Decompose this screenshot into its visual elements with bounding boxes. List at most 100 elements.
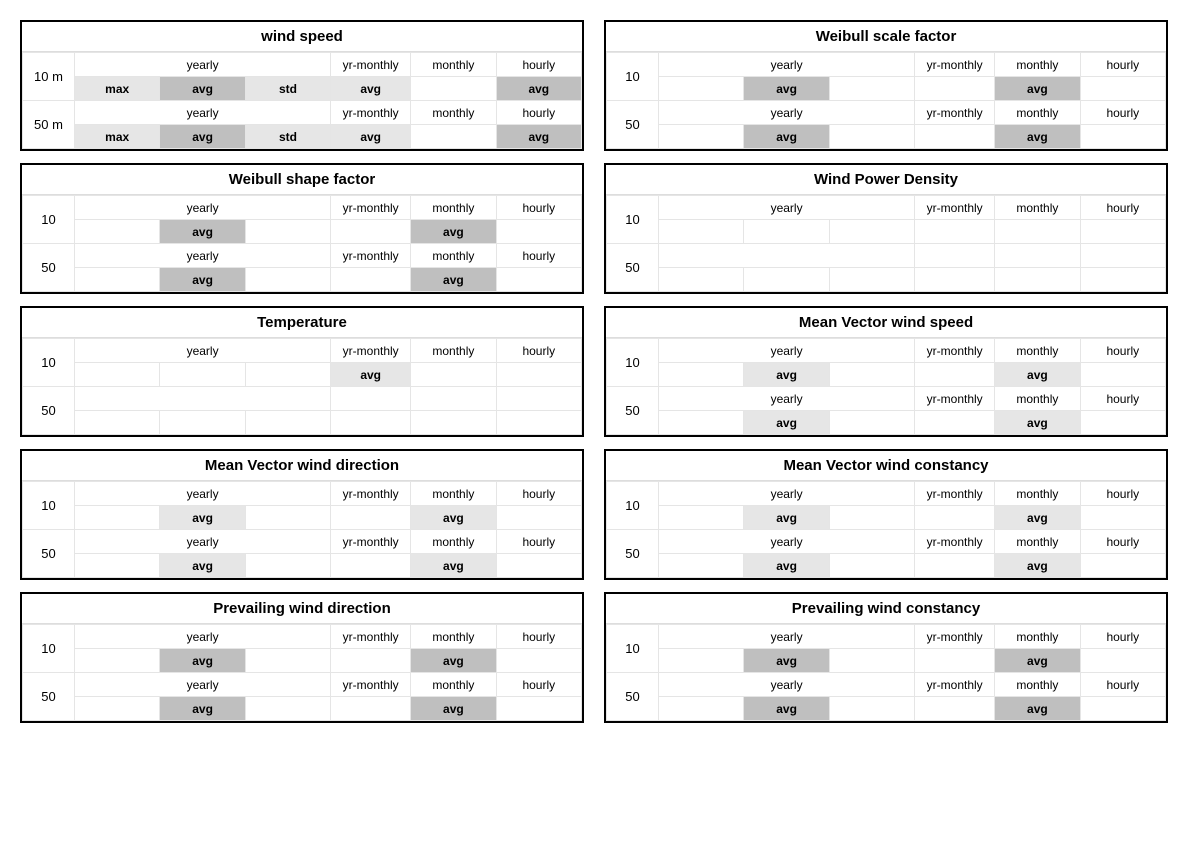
cell-max: max: [75, 77, 160, 101]
cell-empty: [829, 125, 914, 149]
cell-empty: [160, 411, 245, 435]
row-50: 50: [23, 530, 75, 578]
hdr-yearly: yearly: [75, 530, 331, 554]
row-50: 50: [607, 530, 659, 578]
cell-empty: [496, 220, 581, 244]
hdr-monthly: monthly: [995, 339, 1080, 363]
cell-empty: [829, 554, 914, 578]
cell-empty: [75, 554, 160, 578]
cell-empty: [75, 363, 160, 387]
cell-empty: [245, 649, 330, 673]
cell-empty: [659, 506, 744, 530]
cell-empty: [75, 387, 331, 411]
cell-empty: [1080, 554, 1165, 578]
row-10: 10: [23, 625, 75, 673]
cell-empty: [659, 220, 744, 244]
hdr-yearly: yearly: [659, 387, 915, 411]
hdr-monthly: monthly: [411, 482, 496, 506]
panel-title: Mean Vector wind speed: [606, 308, 1166, 338]
hdr-hourly: hourly: [496, 530, 581, 554]
hdr-hourly: hourly: [496, 101, 581, 125]
panel-title: Weibull shape factor: [22, 165, 582, 195]
hdr-yearly: yearly: [75, 339, 331, 363]
hdr-yrmonthly: yr-monthly: [915, 673, 995, 697]
hdr-hourly: hourly: [1080, 101, 1165, 125]
cell-empty: [659, 244, 915, 268]
cell-empty: [659, 77, 744, 101]
cell-empty: [1080, 697, 1165, 721]
cell-empty: [245, 268, 330, 292]
hdr-yearly: yearly: [75, 196, 331, 220]
cell-empty: [1080, 411, 1165, 435]
hdr-monthly: monthly: [411, 244, 496, 268]
hdr-yrmonthly: yr-monthly: [915, 53, 995, 77]
cell-avg: avg: [411, 220, 496, 244]
cell-avg: avg: [744, 77, 829, 101]
row-50: 50: [23, 244, 75, 292]
hdr-yrmonthly: yr-monthly: [915, 387, 995, 411]
cell-empty: [411, 387, 496, 411]
panel-title: Temperature: [22, 308, 582, 338]
panel-title: Prevailing wind constancy: [606, 594, 1166, 624]
cell-empty: [245, 363, 330, 387]
row-50m: 50 m: [23, 101, 75, 149]
cell-empty: [75, 411, 160, 435]
cell-avg: avg: [995, 77, 1080, 101]
hdr-hourly: hourly: [496, 625, 581, 649]
cell-empty: [1080, 125, 1165, 149]
cell-avg: avg: [744, 506, 829, 530]
hdr-yrmonthly: yr-monthly: [915, 530, 995, 554]
cell-empty: [995, 268, 1080, 292]
cell-empty: [829, 268, 914, 292]
cell-empty: [496, 387, 581, 411]
hdr-monthly: monthly: [995, 101, 1080, 125]
cell-empty: [915, 649, 995, 673]
hdr-yrmonthly: yr-monthly: [331, 244, 411, 268]
cell-empty: [75, 506, 160, 530]
hdr-monthly: monthly: [411, 530, 496, 554]
hdr-yearly: yearly: [659, 53, 915, 77]
hdr-hourly: hourly: [1080, 530, 1165, 554]
cell-avg: avg: [744, 697, 829, 721]
hdr-yearly: yearly: [75, 482, 331, 506]
row-10: 10: [607, 625, 659, 673]
hdr-yearly: yearly: [75, 53, 331, 77]
hdr-yearly: yearly: [75, 625, 331, 649]
hdr-hourly: hourly: [496, 244, 581, 268]
panel-title: Mean Vector wind direction: [22, 451, 582, 481]
hdr-yrmonthly: yr-monthly: [915, 625, 995, 649]
hdr-yearly: yearly: [659, 101, 915, 125]
panel-temperature: Temperature 10 yearly yr-monthly monthly…: [20, 306, 584, 437]
cell-empty: [1080, 244, 1165, 268]
hdr-yearly: yearly: [659, 530, 915, 554]
cell-empty: [829, 363, 914, 387]
cell-avg: avg: [995, 411, 1080, 435]
hdr-monthly: monthly: [411, 673, 496, 697]
hdr-hourly: hourly: [496, 339, 581, 363]
cell-empty: [160, 363, 245, 387]
row-10: 10: [607, 196, 659, 244]
cell-empty: [1080, 77, 1165, 101]
cell-empty: [411, 411, 496, 435]
cell-empty: [1080, 363, 1165, 387]
table-mv-speed: 10 yearly yr-monthly monthly hourly avg …: [606, 338, 1166, 435]
hdr-yearly: yearly: [75, 673, 331, 697]
hdr-monthly: monthly: [995, 53, 1080, 77]
cell-empty: [1080, 220, 1165, 244]
cell-empty: [659, 268, 744, 292]
row-10: 10: [607, 53, 659, 101]
hdr-hourly: hourly: [1080, 339, 1165, 363]
panel-mv-direction: Mean Vector wind direction 10 yearly yr-…: [20, 449, 584, 580]
cell-empty: [496, 363, 581, 387]
cell-empty: [915, 125, 995, 149]
cell-empty: [331, 554, 411, 578]
cell-avg: avg: [160, 125, 245, 149]
hdr-yearly: yearly: [75, 244, 331, 268]
hdr-monthly: monthly: [411, 339, 496, 363]
panel-title: wind speed: [22, 22, 582, 52]
cell-avg: avg: [331, 363, 411, 387]
cell-empty: [245, 506, 330, 530]
row-50: 50: [607, 244, 659, 292]
hdr-yrmonthly: yr-monthly: [331, 673, 411, 697]
cell-empty: [915, 244, 995, 268]
